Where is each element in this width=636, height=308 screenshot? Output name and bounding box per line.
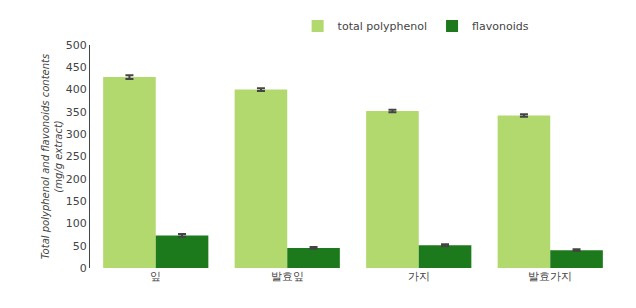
svg-text:flavonoids: flavonoids xyxy=(472,20,529,33)
svg-text:100: 100 xyxy=(66,217,87,230)
svg-text:50: 50 xyxy=(73,240,87,253)
svg-text:400: 400 xyxy=(66,83,87,96)
svg-text:300: 300 xyxy=(66,128,87,141)
svg-text:150: 150 xyxy=(66,195,87,208)
svg-text:450: 450 xyxy=(66,61,87,74)
svg-text:200: 200 xyxy=(66,173,87,186)
svg-text:발효가지: 발효가지 xyxy=(528,270,572,283)
svg-text:가지: 가지 xyxy=(408,270,430,283)
svg-text:잎: 잎 xyxy=(150,270,161,283)
svg-text:250: 250 xyxy=(66,150,87,163)
svg-text:350: 350 xyxy=(66,106,87,119)
svg-text:Total polyphenol and flavonoid: Total polyphenol and flavonoids contents… xyxy=(40,54,64,260)
svg-text:0: 0 xyxy=(80,262,87,275)
svg-text:total polyphenol: total polyphenol xyxy=(338,20,427,33)
svg-text:500: 500 xyxy=(66,39,87,52)
svg-text:발효잎: 발효잎 xyxy=(271,270,304,283)
